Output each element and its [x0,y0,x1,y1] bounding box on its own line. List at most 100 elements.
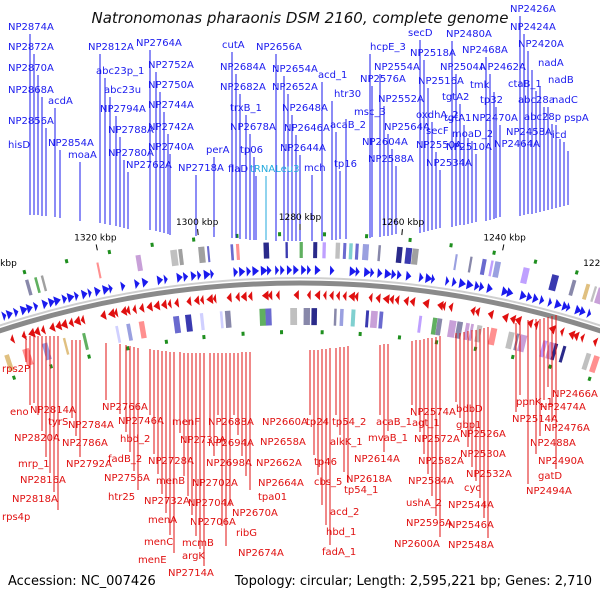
forward-gene-arrow [280,265,285,276]
reverse-gene-label: cbs_5 [314,477,342,488]
forward-gene-arrow [532,293,539,304]
forward-gene-arrow [61,294,68,305]
reverse-cog-block [435,318,443,336]
forward-gene-arrow [286,265,293,276]
forward-gene-label: NP2420A [518,39,564,50]
reverse-cog-block [447,319,457,338]
reverse-gene-arrow [592,337,599,348]
forward-gene-arrow [19,305,28,316]
forward-cog-block [590,286,598,303]
forward-gene-arrow [301,265,307,276]
forward-gene-label: ctaB_1 [508,79,542,90]
forward-cog-block [34,277,41,294]
reverse-cog-block [219,311,224,329]
reverse-gene-arrow [323,290,327,301]
forward-gene-label: NP2762A [126,160,172,171]
reverse-gene-arrow [403,296,410,307]
forward-gene-label: NP2462A [480,62,526,73]
forward-gene-label: NP2644A [280,143,326,154]
reverse-cog-block [378,311,384,329]
outer-tick [150,242,154,248]
forward-gene-arrow [53,296,61,307]
reverse-gene-arrow [153,300,161,311]
forward-gene-label: NP2516A [418,76,464,87]
reverse-gene-label: NP2618A [346,474,392,485]
reverse-cog-block [350,309,356,327]
forward-gene-label: NP2588A [368,154,414,165]
reverse-gene-arrow [375,293,381,304]
reverse-gene-label: mrp_1 [18,459,50,470]
forward-gene-arrow [363,267,371,278]
reverse-gene-arrow [527,318,534,329]
reverse-gene-arrow [560,327,565,337]
forward-gene-label: moaA [68,150,97,161]
forward-cog-block [488,260,494,277]
forward-gene-label: NP2764A [136,38,182,49]
reverse-gene-arrow [568,330,576,340]
reverse-cog-block [369,310,378,329]
outer-tick [22,269,27,275]
reverse-gene-arrow [437,300,444,311]
forward-gene-label: msc_3 [354,107,386,118]
forward-gene-label: NP2684A [220,62,266,73]
forward-gene-arrow [486,283,493,293]
topology-summary: Topology: circular; Length: 2,595,221 bp… [234,574,592,589]
scale-tick-label: 1260 kbp [382,218,425,228]
forward-gene-label: NP2510A [446,142,492,153]
forward-gene-arrow [329,265,335,276]
reverse-gene-label: NP2532A [466,469,512,480]
reverse-gene-label: NP2494A [526,486,572,497]
reverse-gene-label: acd_2 [330,507,359,518]
reverse-cog-block [265,308,272,326]
forward-gene-label: NP2682A [220,82,266,93]
forward-gene-label: NP2718A [178,163,224,174]
reverse-cog-block [454,321,464,339]
forward-gene-label: tgtA1 [444,113,471,124]
reverse-cog-block [82,332,89,351]
forward-gene-arrow [176,272,183,283]
forward-gene-arrow [430,273,435,284]
reverse-gene-label: NP2670A [232,508,278,519]
reverse-gene-arrow [41,324,47,335]
reverse-gene-label: tp46 [314,457,337,468]
reverse-gene-arrow [470,306,476,317]
forward-gene-arrow [478,281,485,292]
reverse-gene-arrow [475,307,481,317]
outer-tick [64,258,69,264]
scale-tick-label: 1320 kbp [74,234,117,244]
reverse-cog-block [468,323,474,341]
reverse-gene-label: NP2530A [460,449,506,460]
reverse-gene-arrow [212,293,217,304]
reverse-gene-label: NP2820A [14,433,60,444]
forward-gene-label: NP2654A [272,64,318,75]
forward-gene-label: NP2872A [8,42,54,53]
forward-gene-label: htr30 [334,89,361,100]
forward-gene-label: NP2740A [148,142,194,153]
reverse-cog-block [463,322,470,341]
forward-gene-labels: NP2874A NP2872A NP2870A NP2868A NP2856A hisD a… [8,4,589,175]
forward-gene-label: NP2518A [410,48,456,59]
reverse-gene-arrow [394,295,400,306]
reverse-cog-block [505,331,515,350]
reverse-gene-label: tp54_2 [332,417,366,428]
reverse-gene-label: menC [144,537,173,548]
forward-gene-label: NP2752A [148,60,194,71]
forward-gene-lines [29,16,569,241]
forward-gene-label: NP2678A [230,122,276,133]
inner-tick [510,354,515,360]
forward-gene-arrow [444,275,450,286]
forward-gene-arrow [108,283,113,294]
forward-gene-label: NP2646A [284,123,330,134]
reverse-gene-arrow [125,305,131,316]
forward-gene-label: NP2742A [148,122,194,133]
reverse-gene-label: NP2474A [540,402,586,413]
forward-cog-block [235,243,241,261]
reverse-gene-label: tp54_1 [344,485,378,496]
reverse-cog-block [172,315,182,334]
reverse-gene-label: ribG [236,528,257,539]
inner-tick [49,364,54,369]
reverse-gene-label: NP2702A [192,478,238,489]
reverse-gene-label: NP2714A [168,568,214,579]
scale-tick-label: 1340 kbp [0,259,17,269]
